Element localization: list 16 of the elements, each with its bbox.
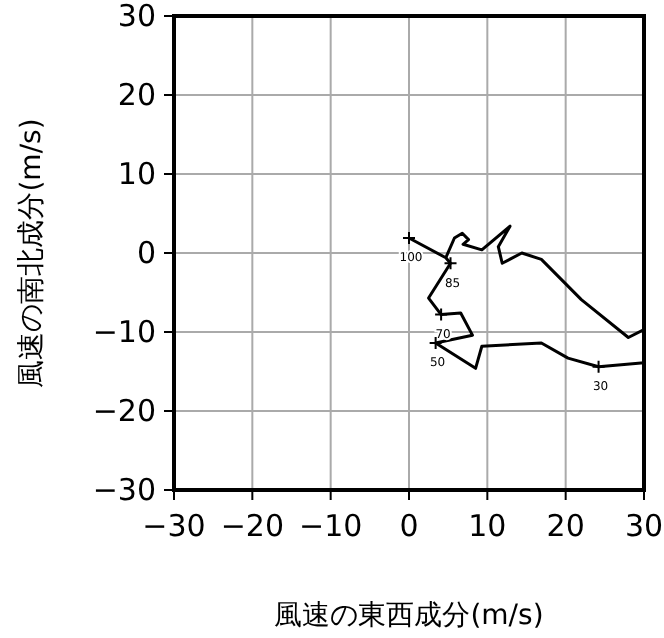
y-tick-label: −30 [92, 472, 156, 508]
y-tick-label: 30 [117, 0, 156, 34]
y-tick-label: 10 [117, 156, 156, 192]
x-tick-label: 0 [399, 508, 419, 544]
x-axis-title: 風速の東西成分(m/s) [274, 600, 544, 632]
x-tick-label: 20 [546, 508, 585, 544]
x-tick-label: −20 [220, 508, 284, 544]
x-tick-label: −30 [142, 508, 206, 544]
x-tick-label: 10 [468, 508, 507, 544]
y-tick-label: 0 [136, 235, 156, 271]
y-tick-label: −20 [92, 393, 156, 429]
y-axis-title: 風速の南北成分(m/s) [16, 118, 48, 388]
x-tick-label: 30 [624, 508, 664, 544]
y-tick-label: −10 [92, 314, 156, 350]
x-tick-label: −10 [299, 508, 363, 544]
y-tick-label: 20 [117, 77, 156, 113]
